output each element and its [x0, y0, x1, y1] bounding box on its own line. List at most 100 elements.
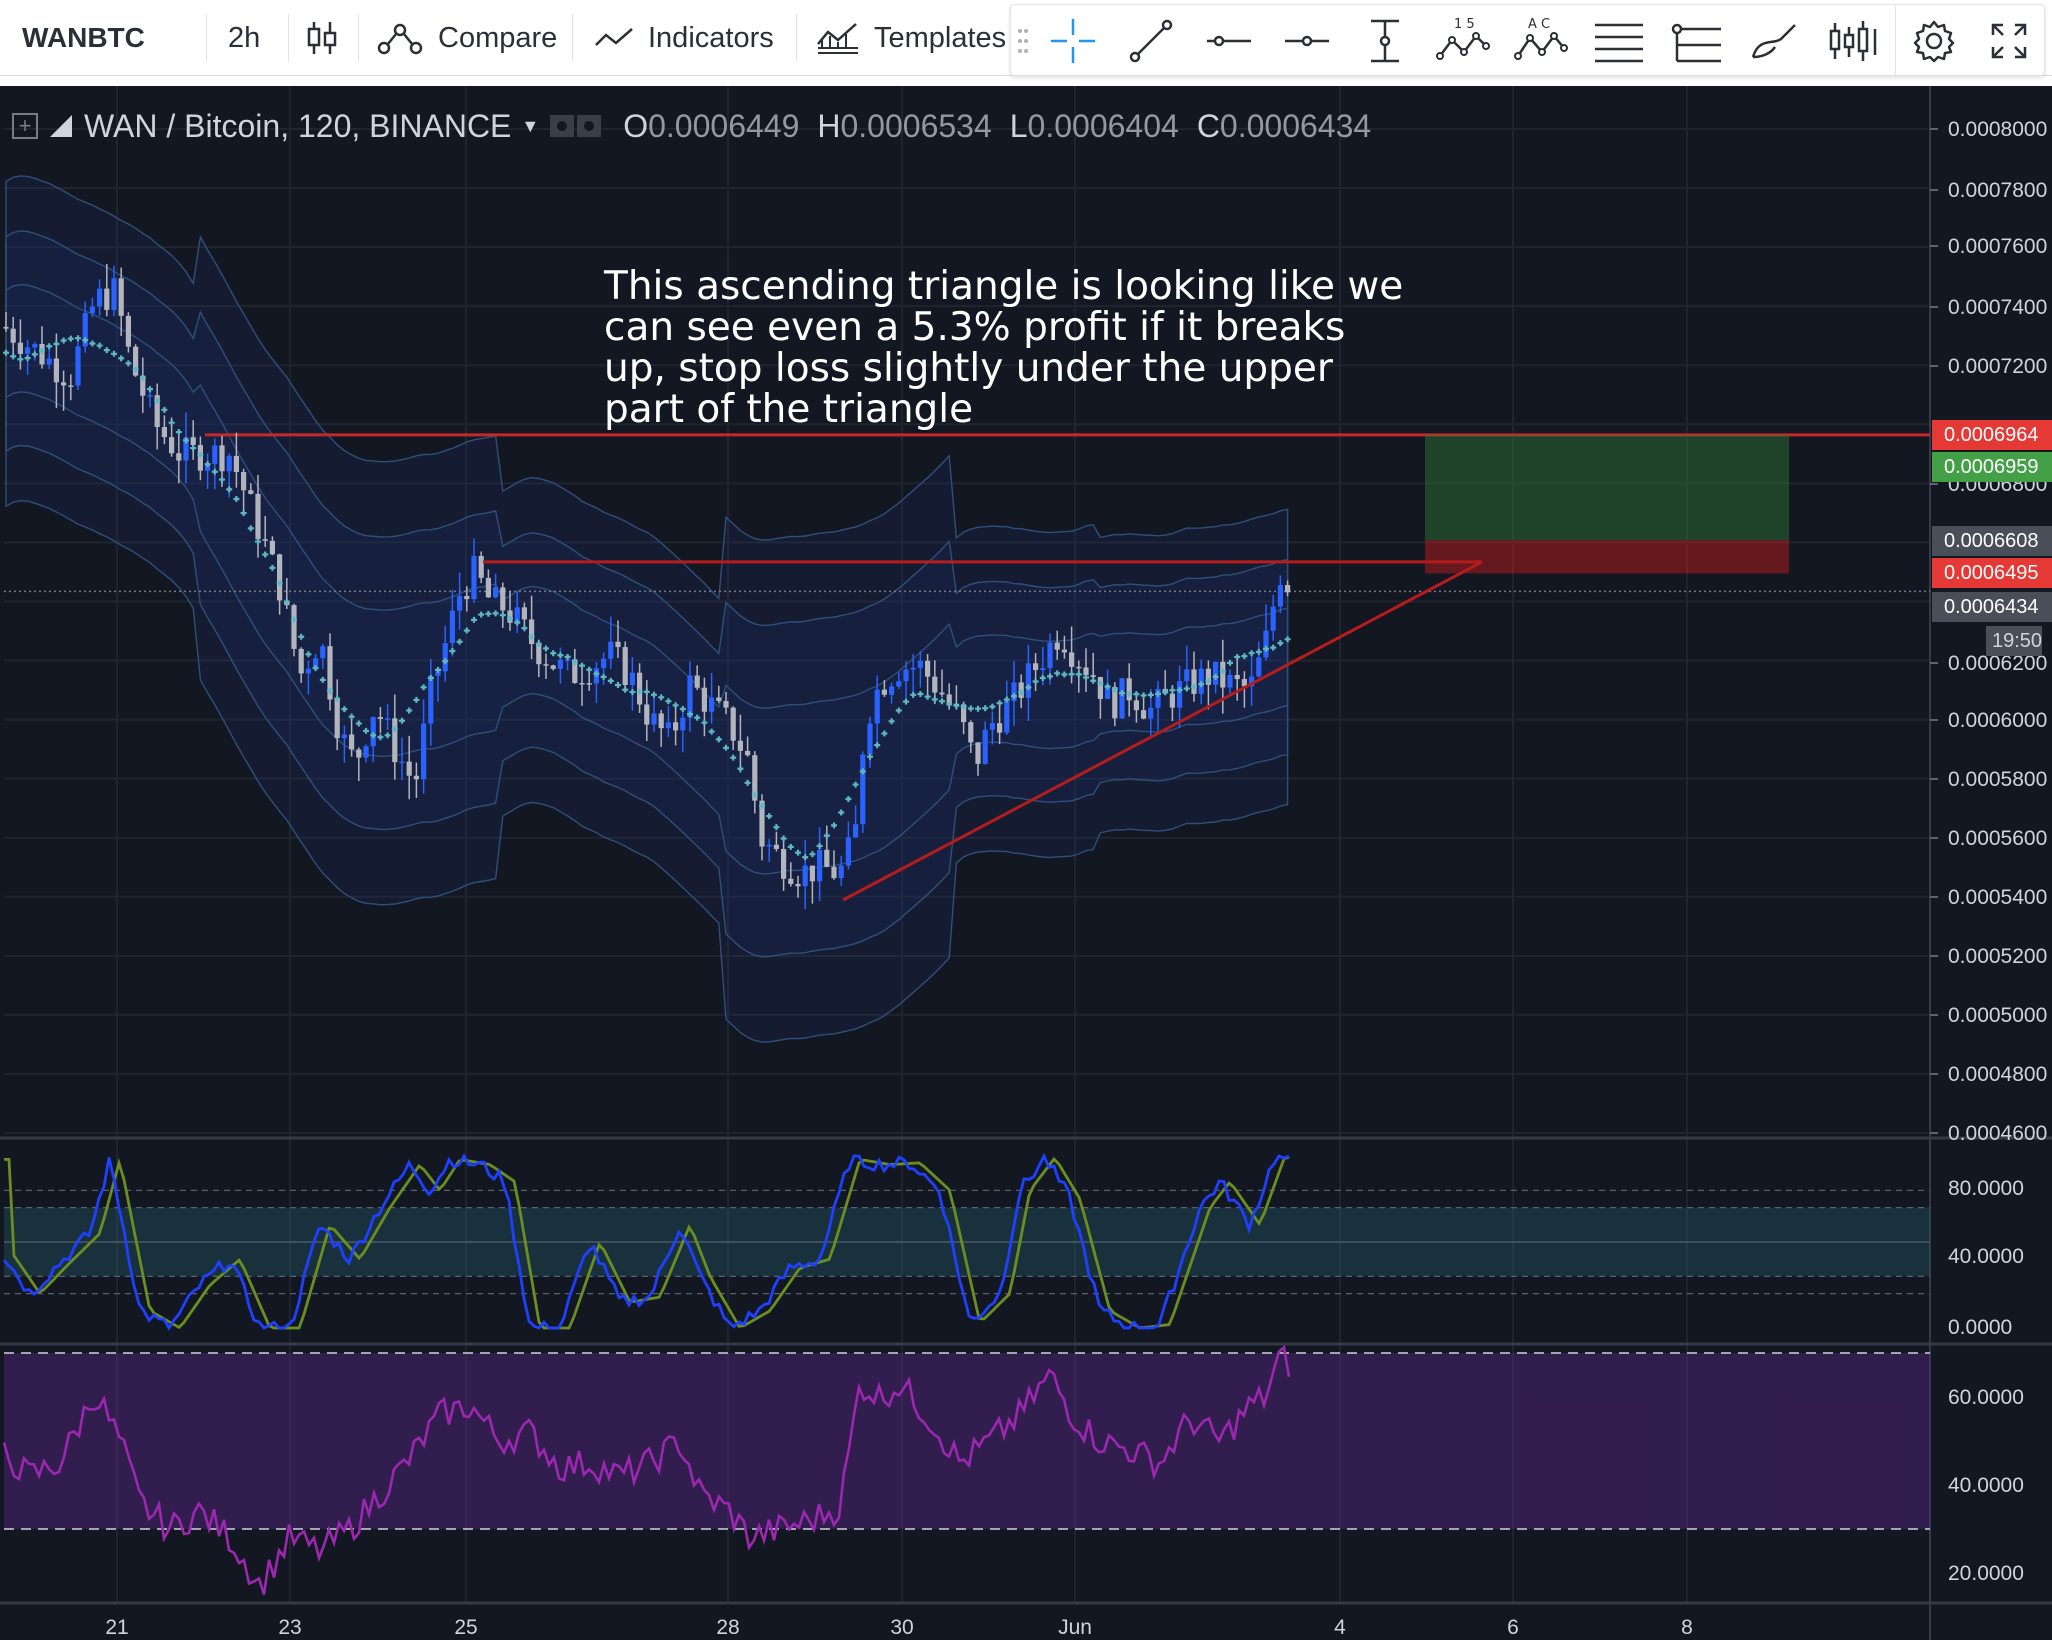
moving-average-marker [1039, 674, 1046, 681]
moving-average-marker [622, 686, 629, 693]
moving-average-marker [1234, 653, 1241, 660]
toolbar-divider [572, 14, 573, 62]
fullscreen-button[interactable] [1971, 5, 2047, 77]
moving-average-marker [845, 796, 852, 803]
annotation-text[interactable]: This ascending triangle is looking like … [604, 264, 1404, 432]
moving-average-marker [384, 732, 391, 739]
moving-average-marker [543, 645, 549, 652]
candle-body [896, 681, 902, 687]
moving-average-marker [139, 375, 146, 382]
drag-handle[interactable] [1011, 5, 1035, 77]
moving-average-marker [665, 698, 672, 705]
moving-average-marker [312, 665, 319, 672]
candle-body [608, 641, 614, 659]
moving-average-marker [269, 564, 276, 571]
trend-line-tool[interactable] [1113, 5, 1189, 77]
triangle-bottom-line [842, 560, 1483, 902]
vertical-line-icon [1371, 19, 1399, 63]
moving-average-marker [1248, 650, 1255, 657]
moving-average-marker [960, 703, 967, 710]
vertical-line-tool[interactable] [1347, 5, 1423, 77]
candle-body [860, 754, 866, 825]
moving-average-marker [478, 611, 485, 618]
moving-average-marker [831, 822, 837, 829]
moving-average-marker [1090, 677, 1097, 684]
moving-average-marker [463, 627, 470, 634]
candle-body [687, 675, 693, 718]
chart-legend: + WAN / Bitcoin, 120, BINANCE ▼ O0.00064… [12, 104, 1371, 148]
moving-average-marker [1011, 693, 1017, 700]
price-tick-label: 0.0007400 [1948, 296, 2047, 319]
moving-average-marker [3, 349, 9, 356]
moving-average-marker [1212, 673, 1219, 680]
candle-body [89, 306, 95, 314]
moving-average-marker [780, 835, 787, 842]
legend-dropdown-icon[interactable]: ▼ [521, 115, 540, 136]
abcd-pattern-tool[interactable]: 1 5 [1425, 5, 1501, 77]
candle-body [291, 605, 297, 649]
moving-average-marker [989, 703, 996, 710]
candle-body [1004, 701, 1010, 733]
abc-pattern-tool[interactable]: A C [1503, 5, 1579, 77]
moving-average-marker [571, 659, 578, 666]
moving-average-marker [1270, 644, 1277, 651]
compare-button[interactable]: Compare [376, 0, 557, 76]
legend-title[interactable]: WAN / Bitcoin, 120, BINANCE [84, 107, 512, 144]
candle-body [449, 610, 455, 644]
price-tick-label: 0.0005600 [1948, 827, 2047, 850]
indicators-button[interactable]: Indicators [594, 0, 774, 76]
settings-button[interactable] [1895, 5, 1971, 77]
candle-body [219, 445, 225, 472]
horizontal-line-tool[interactable] [1191, 5, 1267, 77]
chart-type-button[interactable] [305, 0, 339, 76]
moving-average-marker [1191, 683, 1197, 690]
candle-body [701, 687, 707, 712]
candle-body [557, 659, 563, 669]
rsi-band [4, 1353, 1930, 1529]
moving-average-marker [744, 779, 751, 786]
candle-body [442, 643, 448, 672]
templates-button[interactable]: Templates [816, 0, 1006, 76]
candle-body [1054, 642, 1060, 650]
candle-body [1177, 681, 1183, 708]
top-toolbar: WANBTC 2h Compare Indicators Templates [0, 0, 2052, 77]
axes: 0.0008000 0.0007800 0.0007600 0.0007400 0.00… [105, 118, 2047, 1639]
candle-body [615, 641, 621, 648]
candle-body [550, 665, 556, 669]
horizontal-ray-tool[interactable] [1269, 5, 1345, 77]
moving-average-marker [413, 696, 420, 703]
candle-body [536, 644, 542, 665]
candle-body [586, 683, 592, 685]
pitchfork-tool[interactable] [1659, 5, 1735, 77]
time-tick-label: 4 [1334, 1616, 1346, 1639]
moving-average-marker [1241, 653, 1248, 660]
moving-average-marker [787, 843, 794, 850]
candle-body [1047, 642, 1053, 669]
candle-body [392, 718, 398, 763]
moving-average-marker [859, 768, 866, 775]
moving-average-marker [550, 650, 557, 657]
candle-body [773, 844, 779, 849]
moving-average-marker [60, 337, 67, 344]
candle-body [1040, 668, 1046, 671]
legend-eye-icon[interactable] [549, 114, 603, 138]
fib-retracement-tool[interactable] [1581, 5, 1657, 77]
candle-body [680, 717, 686, 731]
moving-average-marker [1061, 671, 1068, 678]
expand-legend-icon[interactable]: + [12, 113, 38, 139]
interval-button[interactable]: 2h [228, 0, 260, 76]
crosshair-tool[interactable] [1035, 5, 1111, 77]
moving-average-marker [593, 670, 600, 677]
long-position-tool[interactable] [1815, 5, 1891, 77]
moving-average-marker [708, 728, 715, 735]
moving-average-marker [751, 791, 758, 798]
brush-tool[interactable] [1737, 5, 1813, 77]
moving-average-marker [1205, 677, 1212, 684]
flag-icon[interactable] [48, 113, 74, 139]
symbol-search[interactable]: WANBTC [22, 0, 145, 76]
chart-background [0, 86, 2052, 1640]
candle-body [118, 278, 124, 316]
candle-body [356, 749, 362, 758]
moving-average-marker [363, 727, 369, 734]
